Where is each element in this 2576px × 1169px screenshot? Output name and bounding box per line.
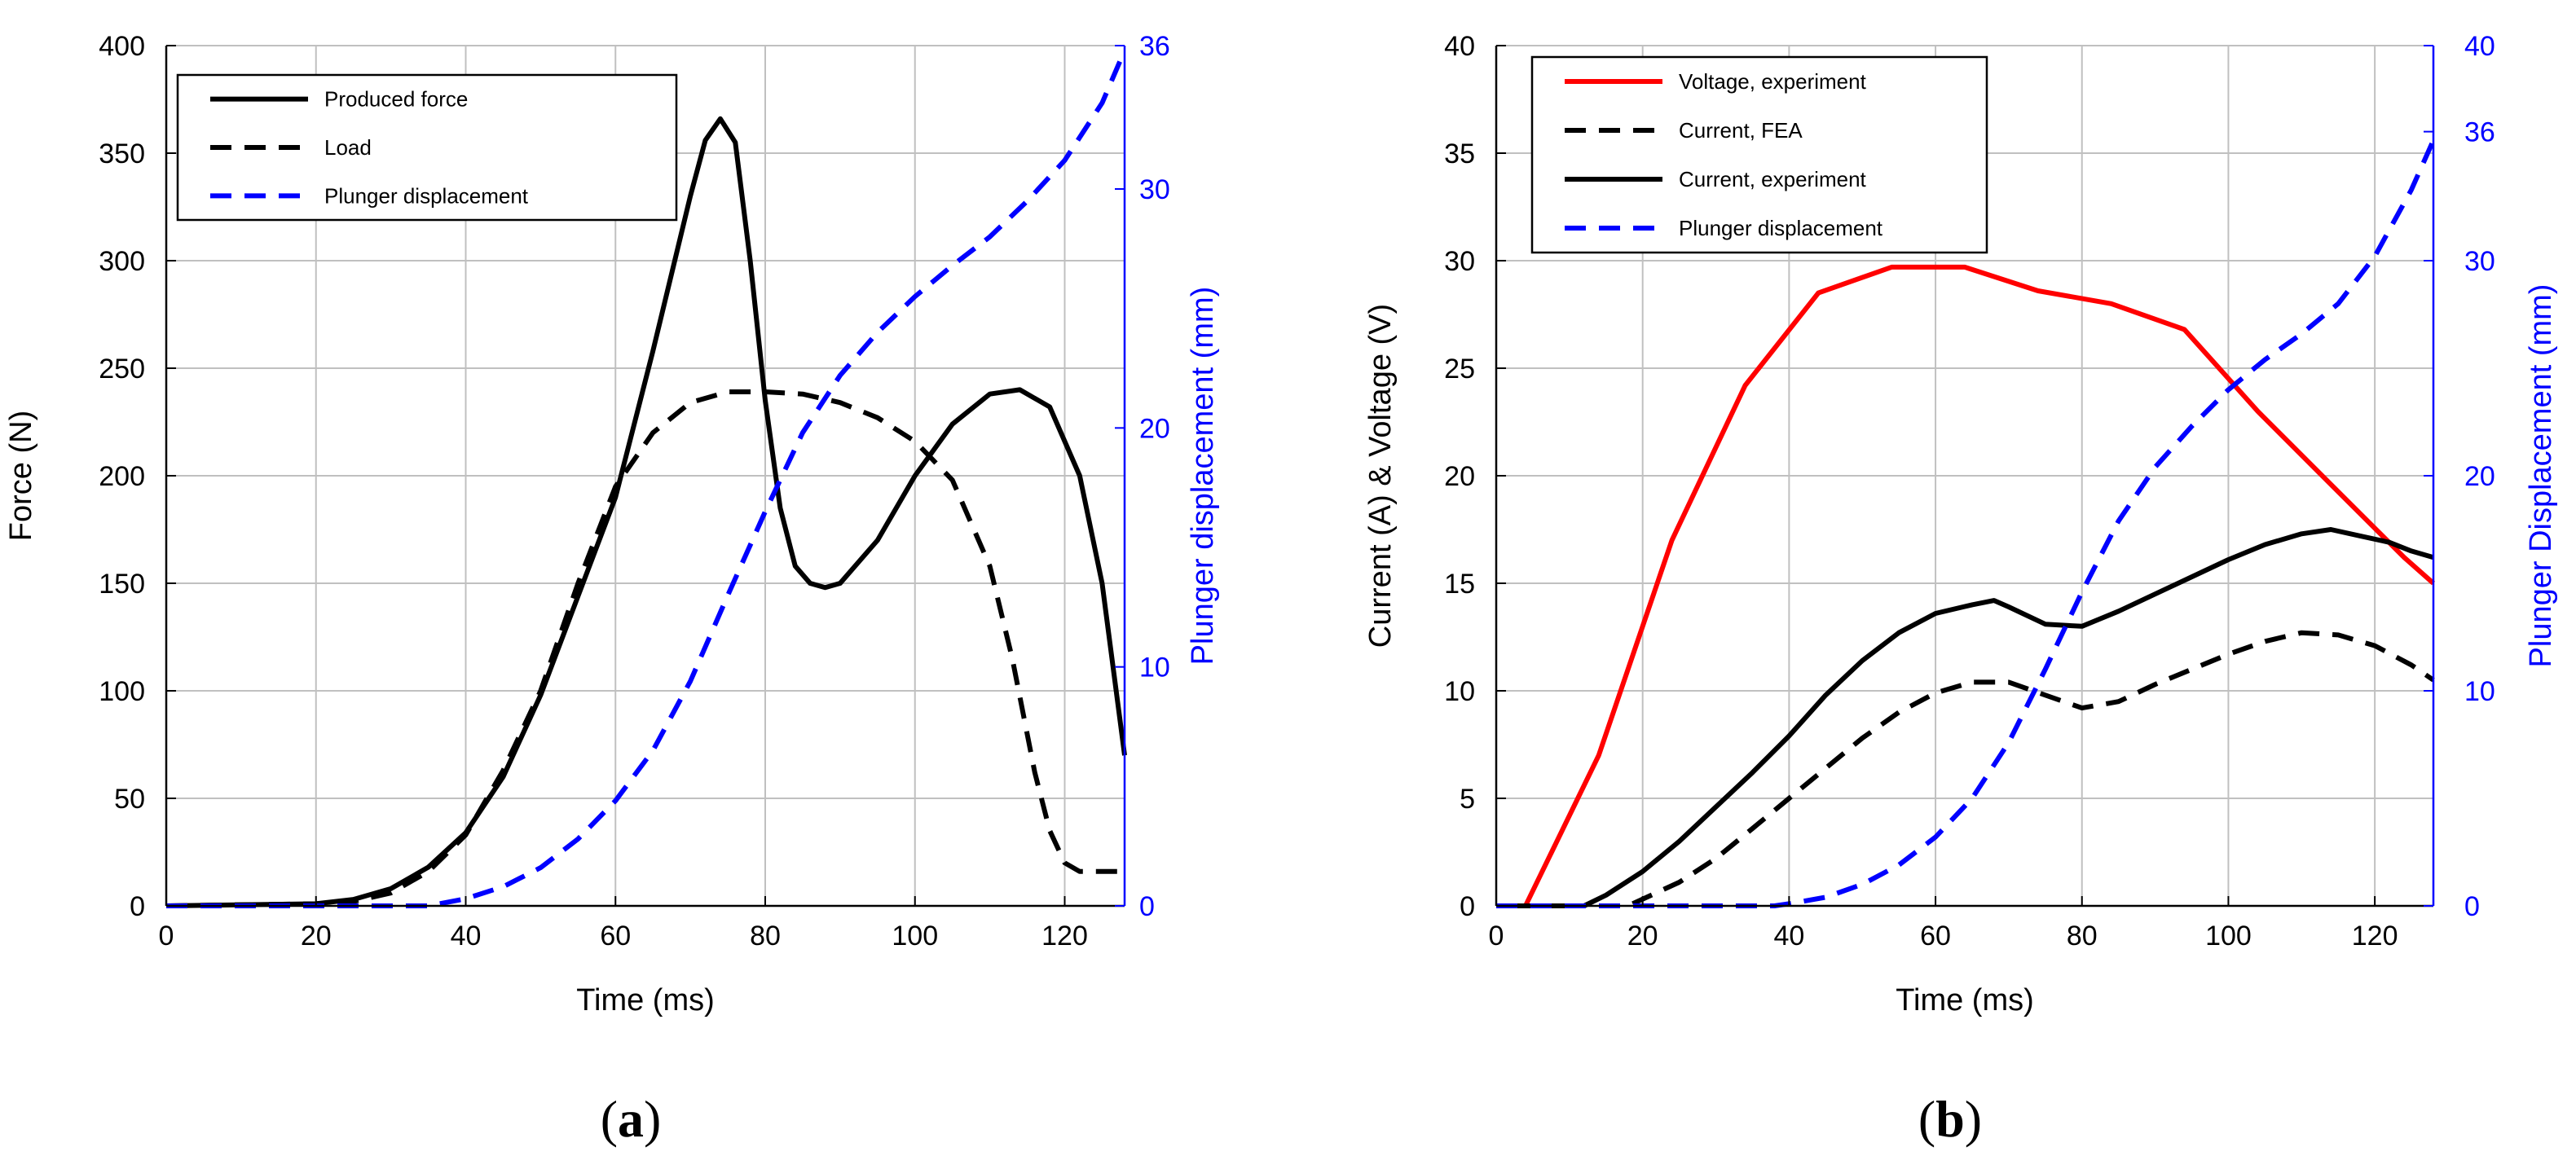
panel-label: (a) bbox=[601, 1090, 662, 1148]
legend-label: Plunger displacement bbox=[324, 183, 529, 208]
y-tick-label: 30 bbox=[1444, 246, 1475, 277]
x-tick-label: 60 bbox=[600, 921, 631, 951]
y2-tick-label: 10 bbox=[1139, 653, 1170, 683]
x-tick-label: 60 bbox=[1920, 921, 1951, 951]
y-tick-label: 0 bbox=[1460, 891, 1475, 922]
y-tick-label: 20 bbox=[1444, 461, 1475, 492]
y2-axis-label: Plunger Displacement (mm) bbox=[2524, 284, 2558, 668]
x-tick-label: 100 bbox=[2205, 921, 2252, 951]
y-tick-label: 350 bbox=[99, 138, 145, 169]
series-line-current-experiment bbox=[1496, 527, 2434, 908]
y-tick-label: 50 bbox=[114, 784, 145, 815]
x-tick-label: 120 bbox=[1041, 921, 1088, 951]
series-line-plunger-displacement bbox=[166, 49, 1127, 908]
y-tick-label: 150 bbox=[99, 569, 145, 600]
y2-tick-label: 0 bbox=[2464, 891, 2480, 922]
y2-tick-label: 10 bbox=[2464, 676, 2495, 707]
y2-tick-label: 20 bbox=[1139, 413, 1170, 444]
panel-label: (b) bbox=[1918, 1090, 1982, 1148]
series-line-voltage-experiment bbox=[1496, 264, 2435, 908]
x-tick-label: 100 bbox=[892, 921, 938, 951]
y-tick-label: 25 bbox=[1444, 354, 1475, 385]
legend-label: Voltage, experiment bbox=[1679, 69, 1867, 94]
x-tick-label: 20 bbox=[301, 921, 332, 951]
y2-tick-label: 40 bbox=[2464, 31, 2495, 62]
chart-b: 0 20 40 60 80 100 120 0 5 10 15 20 25 30 35 40 0 10 20 30 36… bbox=[1363, 31, 2558, 1148]
y2-axis-label: Plunger displacement (mm) bbox=[1186, 287, 1220, 666]
legend-label: Current, experiment bbox=[1679, 167, 1867, 191]
x-tick-label: 20 bbox=[1627, 921, 1658, 951]
y-tick-label: 5 bbox=[1460, 784, 1475, 815]
x-tick-label: 0 bbox=[1489, 921, 1504, 951]
legend-box bbox=[1530, 55, 1988, 254]
chart-a: 0 20 40 60 80 100 120 0 50 100 150 200 250 300 350 400 0… bbox=[4, 31, 1220, 1148]
y-tick-label: 0 bbox=[130, 891, 145, 922]
legend-label: Produced force bbox=[324, 87, 468, 112]
y-tick-label: 400 bbox=[99, 31, 145, 62]
x-tick-label: 0 bbox=[159, 921, 174, 951]
series-line-load bbox=[165, 389, 1125, 908]
x-axis-label: Time (ms) bbox=[576, 983, 715, 1017]
y-tick-label: 200 bbox=[99, 461, 145, 492]
x-tick-label: 80 bbox=[2067, 921, 2098, 951]
y-axis-label: Current (A) & Voltage (V) bbox=[1363, 304, 1398, 648]
panel-letter: b bbox=[1935, 1090, 1965, 1148]
x-tick-label: 40 bbox=[451, 921, 482, 951]
y2-tick-label: 30 bbox=[2464, 246, 2495, 277]
panel-letter: a bbox=[618, 1090, 644, 1148]
legend-label: Current, FEA bbox=[1679, 118, 1803, 143]
y2-tick-label: 36 bbox=[1139, 31, 1170, 62]
y-tick-label: 300 bbox=[99, 246, 145, 277]
x-tick-label: 40 bbox=[1773, 921, 1804, 951]
y2-tick-label: 36 bbox=[2464, 117, 2495, 148]
y-tick-label: 250 bbox=[99, 354, 145, 385]
legend-label: Plunger displacement bbox=[1679, 216, 1883, 240]
y-tick-label: 40 bbox=[1444, 31, 1475, 62]
y-tick-label: 35 bbox=[1444, 138, 1475, 169]
y-tick-label: 15 bbox=[1444, 569, 1475, 600]
y-tick-label: 100 bbox=[99, 676, 145, 707]
y2-tick-label: 0 bbox=[1139, 891, 1155, 922]
y-axis-label: Force (N) bbox=[4, 411, 38, 541]
x-tick-label: 80 bbox=[750, 921, 781, 951]
series-line-plunger-displacement bbox=[1496, 138, 2436, 908]
y-tick-label: 10 bbox=[1444, 676, 1475, 707]
legend-label: Load bbox=[324, 135, 372, 160]
series-line-produced-force bbox=[165, 116, 1127, 908]
x-axis-label: Time (ms) bbox=[1896, 983, 2034, 1017]
x-tick-label: 120 bbox=[2352, 921, 2398, 951]
y2-tick-label: 30 bbox=[1139, 174, 1170, 205]
series-line-current-fea bbox=[1496, 630, 2435, 908]
y2-tick-label: 20 bbox=[2464, 461, 2495, 492]
